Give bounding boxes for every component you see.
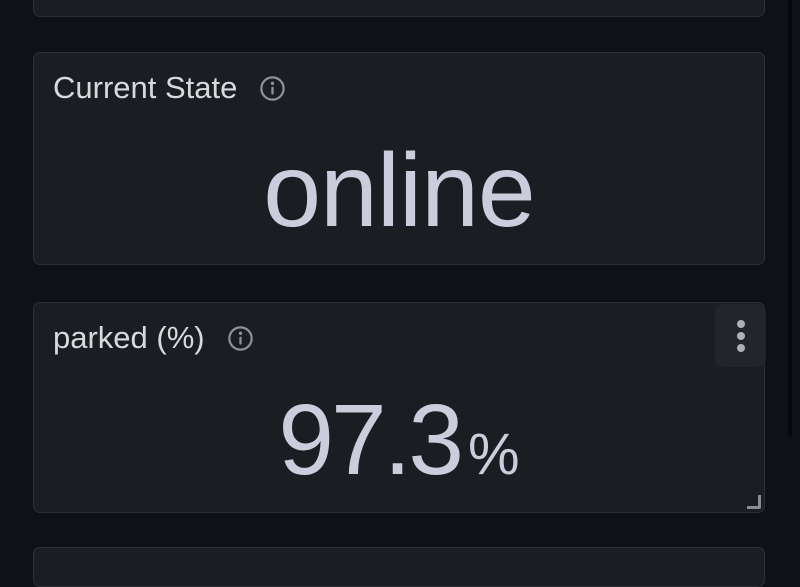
panel-partial-bottom — [33, 547, 765, 587]
stat-value: 97.3 — [278, 383, 464, 496]
panel-title: parked (%) — [53, 320, 205, 355]
panel-parked: parked (%) 97.3 % — [33, 302, 766, 513]
panel-current-state: Current State online — [33, 52, 765, 265]
resize-handle-icon[interactable] — [747, 495, 761, 509]
panel-menu-button[interactable] — [715, 304, 766, 367]
kebab-menu-icon — [736, 331, 745, 340]
stat-value: online — [263, 132, 536, 249]
stat-row: online — [263, 132, 536, 249]
info-icon[interactable] — [259, 75, 286, 102]
info-icon[interactable] — [227, 325, 254, 352]
scrollbar-thumb[interactable] — [788, 0, 792, 436]
stat-value-area: online — [34, 123, 764, 258]
stat-row: 97.3 % — [278, 390, 519, 490]
panel-partial-top — [33, 0, 765, 17]
kebab-menu-icon — [736, 319, 745, 328]
stat-value-area: 97.3 % — [34, 373, 764, 506]
panel-title: Current State — [53, 70, 238, 105]
panel-header[interactable]: Current State — [53, 69, 694, 107]
panel-header[interactable]: parked (%) — [53, 319, 694, 357]
kebab-menu-icon — [736, 343, 745, 352]
stat-unit: % — [468, 421, 520, 487]
